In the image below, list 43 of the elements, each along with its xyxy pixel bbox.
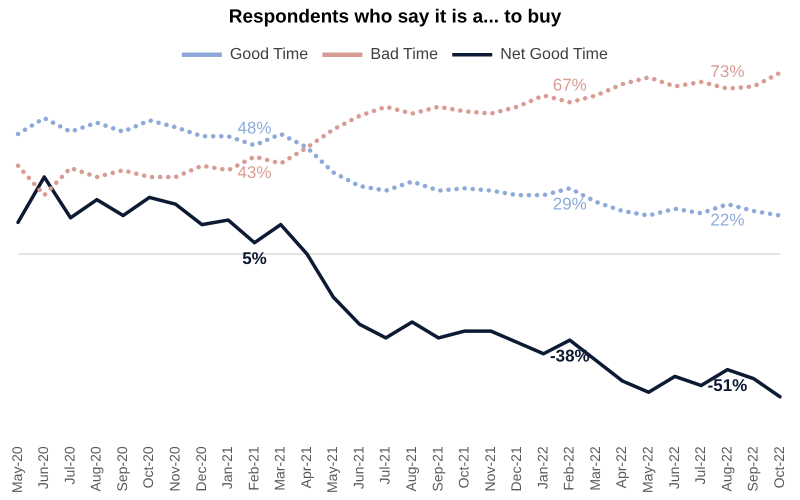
x-tick-label: Nov-20 <box>166 446 183 492</box>
x-tick-label: Jul-21 <box>376 446 393 484</box>
legend-label: Bad Time <box>370 46 438 64</box>
data-label: 29% <box>552 194 587 214</box>
x-tick-label: Sep-21 <box>429 446 446 492</box>
x-tick-label: Aug-20 <box>88 446 104 492</box>
x-tick-label: Dec-21 <box>508 446 524 492</box>
data-label: 43% <box>237 162 272 182</box>
legend-label: Good Time <box>230 46 308 64</box>
data-label: 22% <box>710 210 744 230</box>
x-tick-label: Sep-22 <box>744 446 761 492</box>
x-tick-label: May-21 <box>324 446 340 494</box>
x-tick-label: Jul-22 <box>692 446 708 484</box>
x-tick-label: Sep-20 <box>114 446 130 492</box>
x-tick-label: Jan-22 <box>534 446 550 490</box>
x-tick-label: Mar-21 <box>272 446 288 491</box>
data-label: 48% <box>237 118 272 138</box>
data-label: -38% <box>550 346 590 366</box>
x-tick-label: Jun-21 <box>350 446 366 490</box>
x-tick-label: Jun-20 <box>35 446 52 490</box>
x-tick-label: Aug-22 <box>718 446 734 492</box>
x-tick-label: Oct-20 <box>140 446 156 488</box>
x-tick-label: Mar-22 <box>586 446 603 491</box>
data-label: -51% <box>708 376 748 395</box>
x-tick-label: Jan-21 <box>219 446 236 490</box>
data-label: 67% <box>552 75 587 94</box>
x-tick-label: Feb-22 <box>560 446 577 491</box>
legend-label: Net Good Time <box>500 46 608 64</box>
x-tick-label: Jul-20 <box>61 446 78 484</box>
x-tick-label: Oct-22 <box>770 446 787 488</box>
x-tick-label: Jun-22 <box>666 446 682 490</box>
x-tick-label: Oct-21 <box>456 446 472 488</box>
x-tick-label: Feb-21 <box>245 446 262 491</box>
chart-title: Respondents who say it is a... to buy <box>228 6 562 28</box>
x-tick-label: May-20 <box>8 446 25 494</box>
x-tick-label: Apr-22 <box>613 446 630 488</box>
data-label: 73% <box>710 62 744 81</box>
x-tick-label: Nov-21 <box>482 446 498 492</box>
x-tick-label: May-22 <box>639 446 656 494</box>
x-tick-label: Aug-21 <box>402 446 419 492</box>
x-tick-label: Dec-20 <box>192 446 209 492</box>
data-label: 5% <box>242 248 267 268</box>
x-tick-label: Apr-21 <box>298 446 314 488</box>
